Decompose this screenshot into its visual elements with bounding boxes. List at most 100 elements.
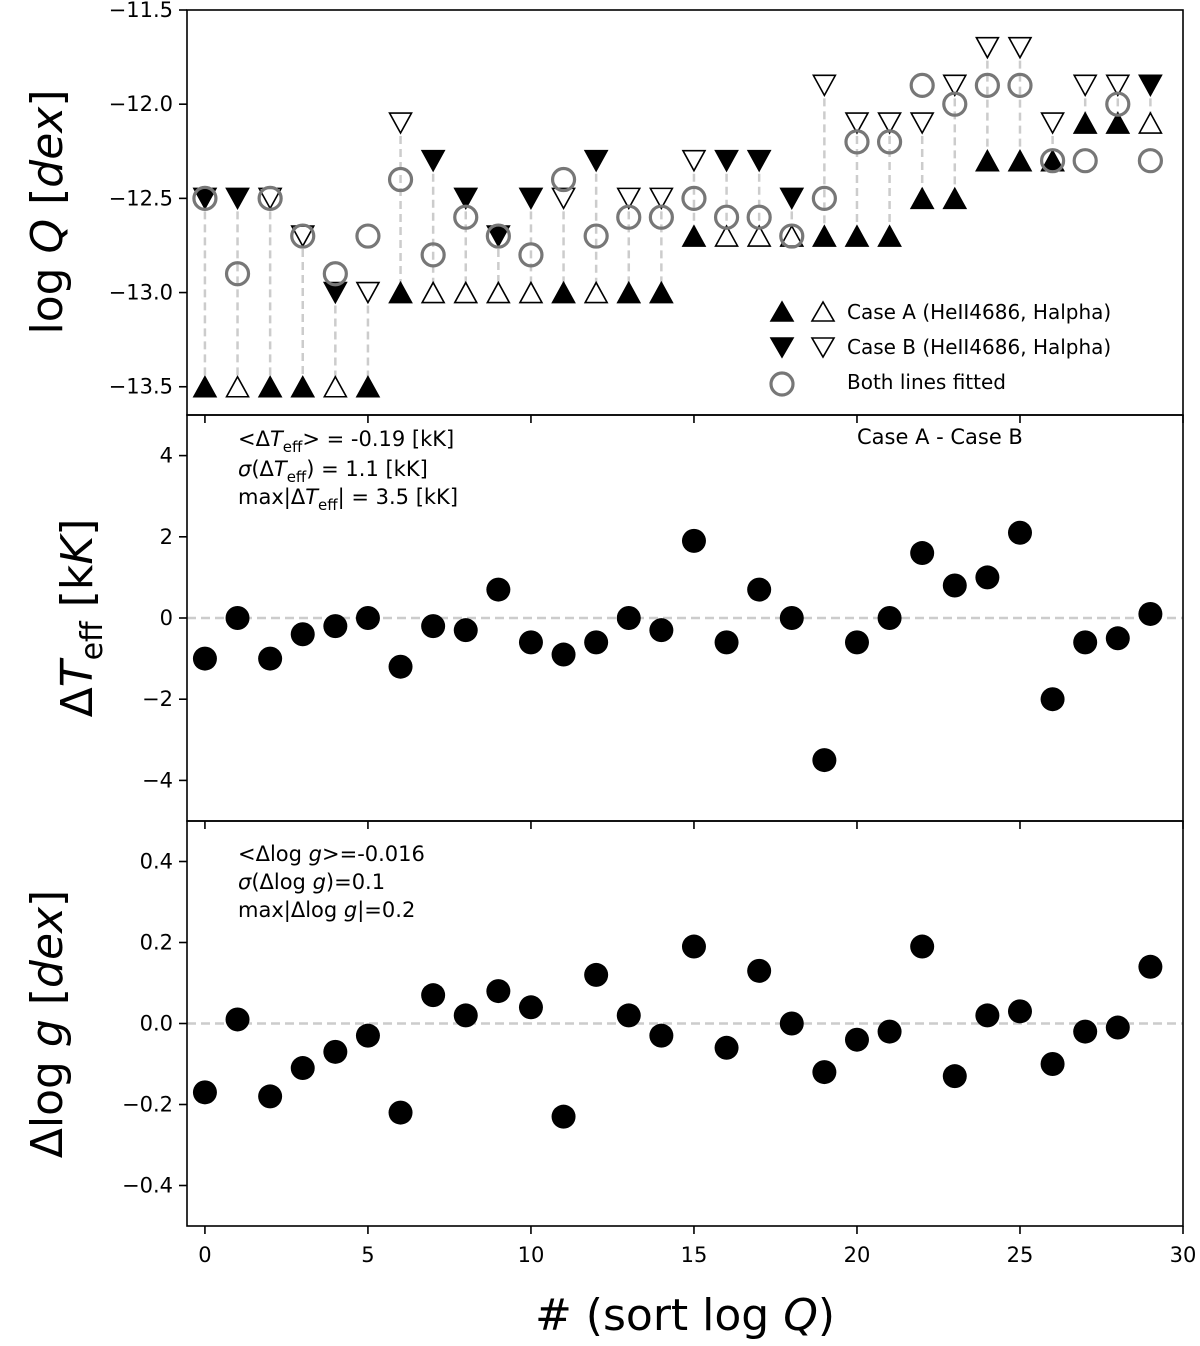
both-lines-marker	[420, 242, 446, 268]
both-lines-marker	[909, 72, 935, 98]
both-lines-marker	[257, 185, 283, 211]
both-lines-marker	[681, 185, 707, 211]
data-point	[421, 983, 446, 1008]
case-a-marker	[225, 375, 250, 398]
data-point	[290, 1056, 315, 1081]
data-point	[844, 630, 869, 655]
ytick-label-panel0-m13: −13.0	[109, 281, 173, 305]
data-point	[1040, 687, 1065, 712]
data-point	[681, 934, 706, 959]
data-point	[649, 618, 674, 643]
data-point	[779, 1011, 804, 1036]
x-axis-ticks: 0 5 10 15 20 25 30	[198, 1243, 1196, 1267]
case-a-marker	[714, 224, 739, 247]
data-point	[877, 1019, 902, 1044]
data-point	[551, 1104, 576, 1129]
case-b-marker	[225, 187, 250, 211]
case-a-marker	[746, 224, 772, 247]
case-b-marker	[355, 281, 381, 305]
legend-case-b-filled-marker	[769, 337, 795, 359]
case-b-marker	[420, 149, 446, 173]
data-point	[747, 577, 772, 602]
data-point	[551, 642, 576, 667]
data-point	[584, 630, 609, 655]
case-a-marker	[192, 375, 218, 398]
data-point	[486, 979, 511, 1004]
panel-dlogg: −0.4 −0.2 0.0 0.2 0.4 Δlog g [dex] <Δlog g>=…	[22, 820, 1184, 1234]
case-a-marker	[877, 224, 902, 247]
panel-logq: −13.5 −13.0 −12.5 −12.0 −11.5 log Q [dex] Ca…	[22, 0, 1184, 423]
data-point	[192, 1080, 217, 1105]
case-a-marker	[453, 280, 479, 304]
case-a-marker	[812, 224, 837, 247]
data-point	[616, 1003, 641, 1028]
case-a-marker	[420, 280, 446, 304]
case-b-marker	[746, 149, 772, 173]
both-lines-marker	[290, 223, 316, 249]
data-point	[779, 606, 804, 630]
stat-max-dlogg: max|Δlog g|=0.2	[238, 898, 415, 923]
case-b-marker	[1072, 74, 1098, 98]
both-lines-marker	[844, 129, 870, 155]
case-b-marker	[1138, 74, 1163, 98]
xtick-label-20: 20	[844, 1243, 871, 1267]
data-point	[518, 995, 543, 1020]
both-lines-marker	[811, 185, 837, 211]
legend: Case A (HeII4686, Halpha) Case B (HeII46…	[769, 300, 1111, 397]
both-lines-marker	[648, 204, 674, 230]
data-point	[910, 541, 935, 566]
ytick-label-panel2-m0p2: −0.2	[122, 1093, 173, 1117]
data-point	[714, 630, 739, 655]
y-axis-label-logq: log Q [dex]	[22, 89, 73, 334]
both-lines-marker	[453, 204, 479, 230]
case-a-marker	[388, 280, 413, 304]
data-point	[323, 1039, 348, 1064]
ytick-label-panel2-0: 0.0	[140, 1012, 173, 1036]
data-point	[225, 1007, 250, 1032]
xtick-label-0: 0	[198, 1243, 211, 1267]
case-a-marker	[551, 280, 576, 304]
both-lines-marker	[779, 223, 805, 249]
ytick-label-panel2-0p2: 0.2	[140, 931, 173, 955]
legend-both-lines-label: Both lines fitted	[847, 370, 1006, 394]
both-lines-marker	[942, 91, 968, 117]
case-b-marker	[616, 187, 642, 211]
case-b-marker	[1105, 74, 1131, 98]
case-a-marker	[649, 280, 674, 304]
data-point	[844, 1027, 869, 1052]
case-a-marker	[355, 375, 381, 398]
ytick-label-panel1-2: 2	[160, 525, 173, 549]
ytick-label-panel1-0: 0	[160, 606, 173, 630]
case-a-marker	[583, 280, 609, 304]
case-a-marker	[909, 186, 935, 210]
data-point	[812, 1060, 837, 1085]
data-point	[1040, 1052, 1065, 1076]
case-b-marker	[518, 187, 544, 211]
data-point	[486, 577, 511, 602]
data-point	[877, 606, 902, 630]
x-axis-label: # (sort log Q)	[535, 1290, 835, 1341]
data-point	[1073, 1019, 1098, 1044]
case-b-marker	[681, 149, 707, 173]
data-point	[453, 618, 478, 643]
data-point	[714, 1035, 739, 1060]
data-point	[1105, 626, 1130, 651]
case-a-marker	[322, 375, 348, 398]
data-point	[616, 606, 641, 630]
case-a-marker	[616, 280, 642, 304]
both-lines-marker	[550, 166, 577, 193]
case-a-marker	[1138, 111, 1163, 134]
ytick-label-panel1-m2: −2	[142, 687, 173, 711]
ytick-label-panel0-m11p5: −11.5	[109, 0, 173, 22]
both-lines-marker	[1039, 148, 1066, 174]
case-b-marker	[1040, 112, 1065, 135]
case-b-marker	[909, 112, 935, 135]
case-a-marker	[518, 280, 544, 304]
case-a-marker	[485, 280, 511, 304]
both-lines-marker	[1007, 72, 1033, 98]
data-point	[942, 573, 967, 598]
data-point	[192, 646, 217, 671]
data-point	[747, 958, 772, 983]
data-point	[1138, 601, 1163, 626]
both-lines-marker	[518, 242, 544, 268]
